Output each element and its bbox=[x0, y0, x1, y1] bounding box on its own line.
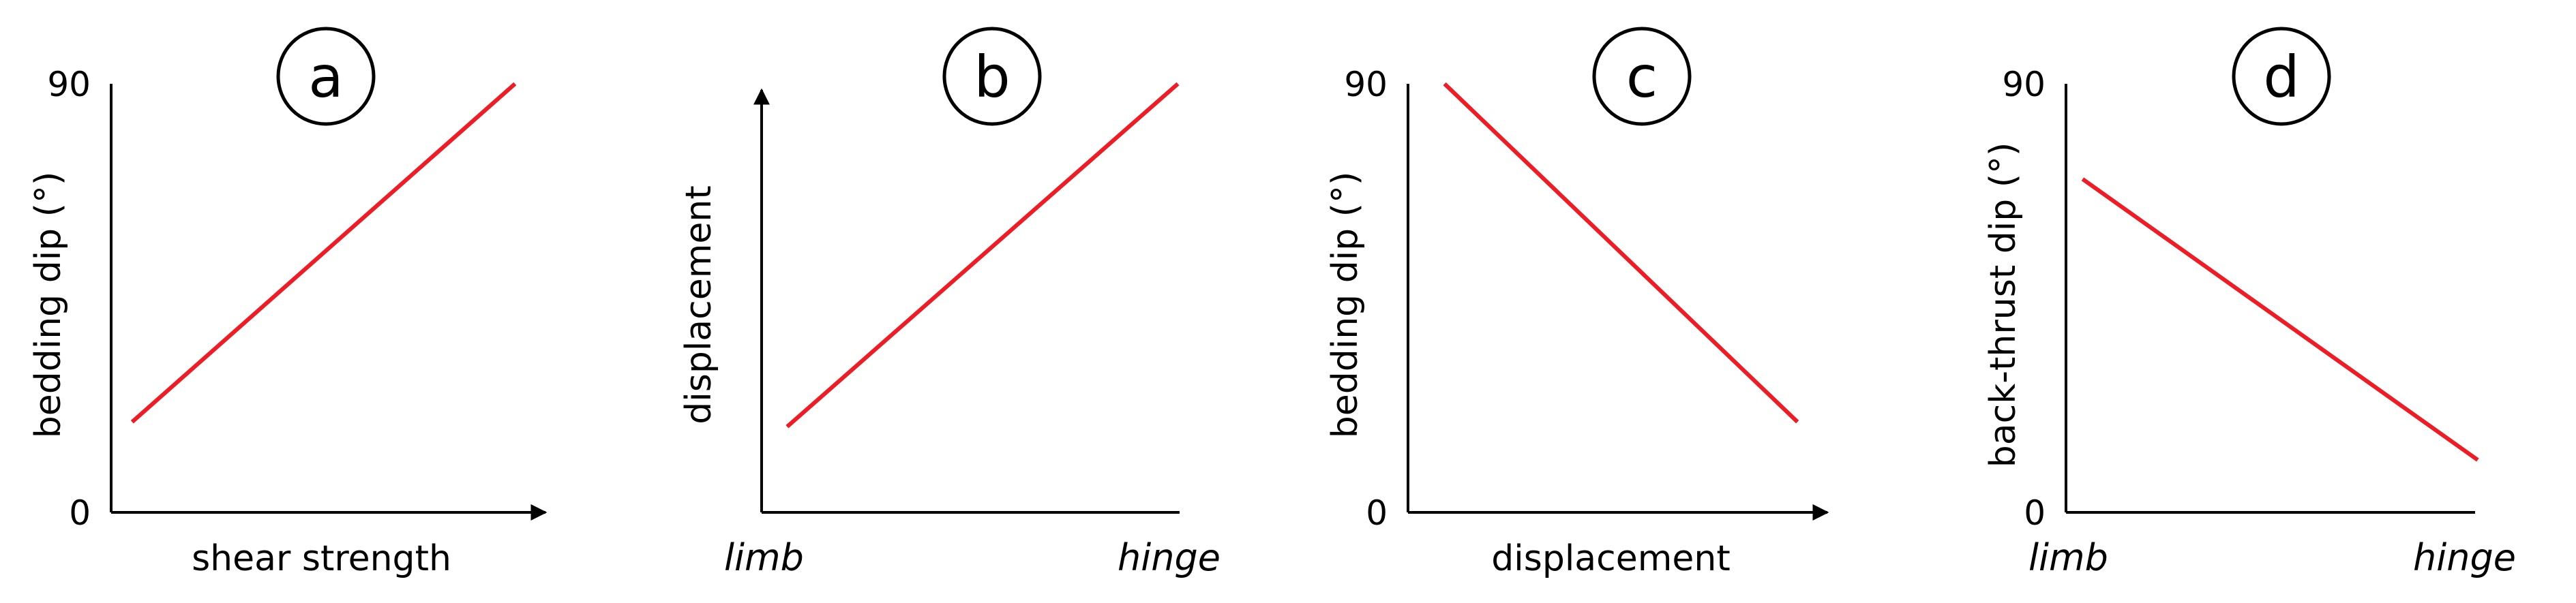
x-axis-label: displacement bbox=[1491, 538, 1730, 579]
panel-letter-circle bbox=[2232, 27, 2331, 126]
x-category-label: limb bbox=[2028, 536, 2108, 579]
y-axis-label: bedding dip (°) bbox=[1325, 172, 1366, 439]
x-axis-label: shear strength bbox=[192, 538, 451, 579]
panel-letter: a bbox=[308, 44, 343, 110]
x-category-label: limb bbox=[724, 536, 804, 579]
y-axis-label: back-thrust dip (°) bbox=[1983, 142, 2024, 468]
chart-panel-b: b displacement limb hinge bbox=[678, 27, 1220, 579]
x-category-label: hinge bbox=[2413, 536, 2516, 579]
y-axis-label: bedding dip (°) bbox=[28, 172, 69, 439]
panel-letter: d bbox=[2263, 44, 2299, 110]
series-line bbox=[130, 82, 517, 424]
y-tick-label: 0 bbox=[2024, 493, 2046, 533]
chart-panel-a: a 0 90 bedding dip (°) shear strength bbox=[28, 27, 548, 579]
y-tick-label: 0 bbox=[1366, 493, 1388, 533]
series-line bbox=[2081, 177, 2479, 462]
y-tick-label: 90 bbox=[2002, 65, 2046, 104]
y-tick-label: 0 bbox=[69, 493, 91, 533]
x-category-label: hinge bbox=[1118, 536, 1220, 579]
y-tick-label: 90 bbox=[1344, 65, 1388, 104]
series-line bbox=[1443, 82, 1799, 424]
panel-letter-circle bbox=[1592, 27, 1692, 126]
panel-letter-circle bbox=[942, 27, 1042, 126]
y-tick-label: 90 bbox=[47, 65, 91, 104]
y-axis-label: displacement bbox=[678, 185, 719, 424]
series-line bbox=[785, 82, 1180, 429]
panel-letter: b bbox=[974, 44, 1010, 110]
panel-letter-circle bbox=[276, 27, 376, 126]
chart-panel-c: c 90 0 bedding dip (°) displacement bbox=[1325, 27, 1829, 579]
panel-letter: c bbox=[1626, 44, 1658, 110]
